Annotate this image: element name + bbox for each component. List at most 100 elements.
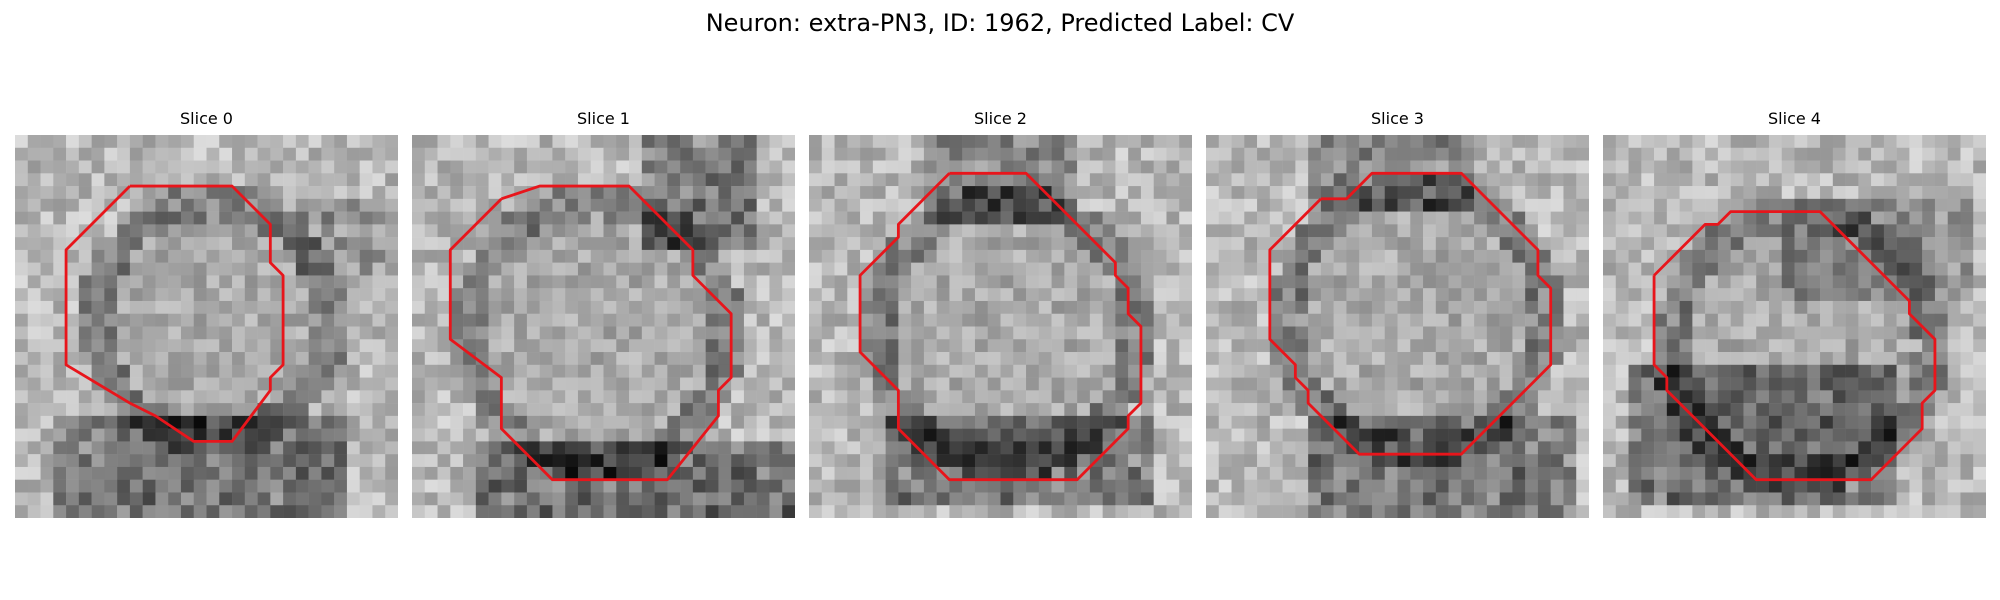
pixel bbox=[872, 186, 886, 200]
pixel bbox=[219, 479, 233, 493]
pixel bbox=[206, 415, 220, 429]
pixel bbox=[641, 275, 655, 289]
pixel bbox=[488, 492, 502, 506]
pixel bbox=[1858, 403, 1872, 417]
pixel bbox=[514, 211, 528, 225]
pixel bbox=[1641, 415, 1655, 429]
pixel bbox=[552, 428, 566, 442]
pixel bbox=[885, 454, 899, 468]
pixel bbox=[1038, 249, 1052, 263]
pixel bbox=[1603, 275, 1617, 289]
pixel bbox=[1807, 454, 1821, 468]
pixel bbox=[372, 339, 386, 353]
pixel bbox=[1537, 479, 1551, 493]
pixel bbox=[1909, 466, 1923, 480]
pixel bbox=[834, 237, 848, 251]
pixel bbox=[809, 352, 823, 366]
pixel bbox=[1064, 479, 1078, 493]
pixel bbox=[590, 390, 604, 404]
pixel bbox=[1883, 364, 1897, 378]
pixel bbox=[1153, 198, 1167, 212]
pixel bbox=[295, 275, 309, 289]
pixel bbox=[1384, 198, 1398, 212]
pixel bbox=[1128, 479, 1142, 493]
pixel bbox=[834, 173, 848, 187]
pixel bbox=[1206, 403, 1220, 417]
pixel bbox=[872, 466, 886, 480]
pixel bbox=[206, 479, 220, 493]
pixel bbox=[1179, 390, 1192, 404]
pixel bbox=[1807, 505, 1821, 518]
pixel bbox=[1051, 300, 1065, 314]
pixel bbox=[718, 505, 732, 518]
pixel bbox=[743, 313, 757, 327]
pixel bbox=[1166, 173, 1180, 187]
pixel bbox=[809, 441, 823, 455]
pixel bbox=[1435, 479, 1449, 493]
pixel bbox=[295, 415, 309, 429]
pixel bbox=[885, 211, 899, 225]
pixel bbox=[27, 275, 41, 289]
pixel bbox=[756, 454, 770, 468]
pixel bbox=[641, 415, 655, 429]
pixel bbox=[1934, 262, 1948, 276]
pixel bbox=[104, 466, 118, 480]
pixel bbox=[1333, 441, 1347, 455]
pixel bbox=[424, 249, 438, 263]
pixel bbox=[847, 364, 861, 378]
pixel bbox=[898, 403, 912, 417]
pixel bbox=[809, 211, 823, 225]
pixel bbox=[834, 415, 848, 429]
pixel bbox=[1807, 147, 1821, 161]
pixel bbox=[923, 173, 937, 187]
pixel bbox=[1563, 186, 1577, 200]
pixel bbox=[590, 479, 604, 493]
pixel bbox=[1628, 505, 1642, 518]
pixel bbox=[1153, 147, 1167, 161]
pixel bbox=[1705, 403, 1719, 417]
pixel bbox=[412, 352, 426, 366]
pixel bbox=[974, 160, 988, 174]
pixel bbox=[142, 505, 156, 518]
pixel bbox=[590, 275, 604, 289]
pixel bbox=[616, 466, 630, 480]
pixel bbox=[1448, 492, 1462, 506]
pixel bbox=[27, 211, 41, 225]
pixel bbox=[283, 377, 297, 391]
pixel bbox=[1384, 479, 1398, 493]
pixel bbox=[1654, 198, 1668, 212]
pixel bbox=[1743, 249, 1757, 263]
pixel bbox=[359, 249, 373, 263]
pixel bbox=[718, 339, 732, 353]
pixel bbox=[142, 492, 156, 506]
pixel bbox=[437, 390, 451, 404]
pixel bbox=[1397, 454, 1411, 468]
pixel bbox=[1218, 211, 1232, 225]
pixel bbox=[565, 135, 579, 149]
pixel bbox=[450, 211, 464, 225]
pixel bbox=[1064, 135, 1078, 149]
pixel bbox=[1051, 135, 1065, 149]
pixel bbox=[1576, 505, 1589, 518]
pixel bbox=[1410, 479, 1424, 493]
pixel bbox=[1743, 300, 1757, 314]
pixel bbox=[1563, 160, 1577, 174]
pixel bbox=[385, 173, 398, 187]
pixel bbox=[1730, 135, 1744, 149]
pixel bbox=[514, 300, 528, 314]
pixel bbox=[78, 403, 92, 417]
pixel bbox=[1743, 224, 1757, 238]
pixel bbox=[1320, 275, 1334, 289]
pixel bbox=[1308, 224, 1322, 238]
pixel bbox=[911, 275, 925, 289]
pixel bbox=[1654, 160, 1668, 174]
pixel bbox=[731, 198, 745, 212]
pixel bbox=[1550, 466, 1564, 480]
pixel bbox=[641, 173, 655, 187]
pixel bbox=[15, 211, 29, 225]
pixel bbox=[590, 173, 604, 187]
pixel bbox=[539, 186, 553, 200]
pixel bbox=[1628, 454, 1642, 468]
pixel bbox=[756, 441, 770, 455]
pixel bbox=[1654, 326, 1668, 340]
